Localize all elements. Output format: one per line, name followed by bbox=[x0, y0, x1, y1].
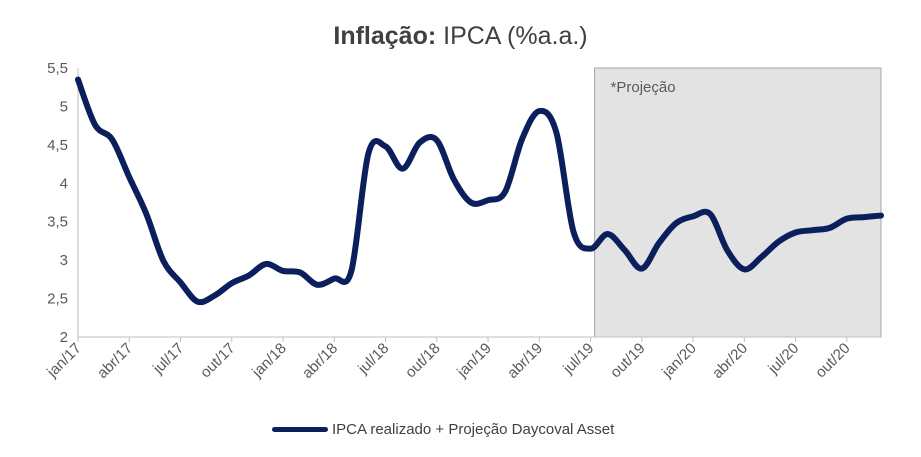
legend-swatch bbox=[272, 427, 328, 432]
x-tick-label: out/18 bbox=[402, 340, 444, 382]
x-tick-label: abr/18 bbox=[299, 340, 341, 382]
chart-title-rest: IPCA (%a.a.) bbox=[436, 22, 588, 50]
y-tick-label: 3 bbox=[60, 252, 68, 269]
legend: IPCA realizado + Projeção Daycoval Asset bbox=[272, 421, 614, 438]
y-tick-label: 2 bbox=[60, 329, 68, 346]
x-tick-label: abr/19 bbox=[504, 340, 546, 382]
y-tick-label: 4 bbox=[60, 175, 68, 192]
y-tick-label: 5 bbox=[60, 98, 68, 115]
x-tick-label: out/20 bbox=[812, 340, 854, 382]
x-tick-label: out/19 bbox=[607, 340, 649, 382]
x-tick-label: jan/19 bbox=[453, 340, 495, 382]
chart-title: Inflação: IPCA (%a.a.) bbox=[0, 22, 921, 51]
x-tick-label: jan/20 bbox=[658, 340, 700, 382]
y-axis: 2 2,5 3 3,5 4 4,5 5 5,5 bbox=[47, 60, 79, 346]
projection-label: *Projeção bbox=[611, 79, 676, 96]
y-tick-label: 2,5 bbox=[47, 291, 68, 308]
x-tick-label: jul/18 bbox=[354, 340, 392, 378]
x-tick-label: jul/17 bbox=[149, 340, 187, 378]
x-axis: jan/17 abr/17 jul/17 out/17 jan/18 abr/18 jul/… bbox=[43, 336, 881, 382]
x-tick-label: out/17 bbox=[197, 340, 239, 382]
x-tick-label: jan/18 bbox=[248, 340, 290, 382]
legend-label: IPCA realizado + Projeção Daycoval Asset bbox=[332, 421, 615, 438]
chart-title-bold: Inflação: bbox=[333, 22, 437, 50]
x-tick-label: abr/20 bbox=[709, 340, 751, 382]
x-tick-label: jul/19 bbox=[559, 340, 597, 378]
x-tick-label: jul/20 bbox=[764, 340, 802, 378]
projection-band bbox=[594, 67, 882, 338]
y-tick-label: 5,5 bbox=[47, 60, 68, 77]
x-tick-label: jan/17 bbox=[43, 340, 85, 382]
series-line-ipca bbox=[75, 76, 884, 306]
x-tick-label: abr/17 bbox=[94, 340, 136, 382]
y-tick-label: 4,5 bbox=[47, 137, 68, 154]
y-tick-label: 3,5 bbox=[47, 214, 68, 231]
